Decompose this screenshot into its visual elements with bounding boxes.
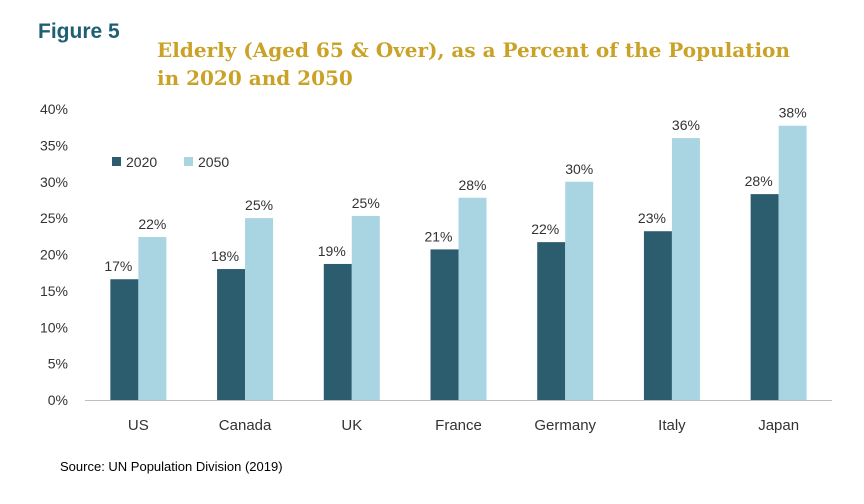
chart-legend: 2020 2050 <box>112 154 229 170</box>
bar-2050-uk <box>351 215 380 400</box>
figure-label: Figure 5 <box>38 20 120 43</box>
data-label: 19% <box>318 243 346 259</box>
bar-2050-us <box>138 237 167 400</box>
data-label: 17% <box>104 258 132 274</box>
bar-2020-uk <box>323 263 352 400</box>
legend-swatch-2020 <box>112 157 121 166</box>
data-label: 30% <box>565 161 593 177</box>
data-label: 28% <box>745 173 773 189</box>
x-tick-label: Germany <box>534 417 596 434</box>
data-label: 22% <box>138 216 166 232</box>
bar-2020-us <box>110 279 139 400</box>
data-label: 36% <box>672 117 700 133</box>
source-note: Source: UN Population Division (2019) <box>60 459 283 474</box>
y-tick-label: 30% <box>40 174 68 190</box>
bar-2020-canada <box>217 269 246 400</box>
y-tick-label: 35% <box>40 137 68 153</box>
data-label: 28% <box>458 177 486 193</box>
bar-2050-germany <box>565 181 594 400</box>
x-tick-label: France <box>435 417 482 434</box>
x-tick-label: Canada <box>219 417 272 434</box>
data-label: 25% <box>245 197 273 213</box>
x-tick-label: UK <box>341 417 362 434</box>
data-label: 25% <box>352 195 380 211</box>
legend-label: 2050 <box>198 154 229 170</box>
y-tick-label: 5% <box>48 356 68 372</box>
y-tick-label: 40% <box>40 101 68 117</box>
x-axis: US Canada UK France Germany Italy Japan <box>85 400 832 434</box>
legend-swatch-2050 <box>184 157 193 166</box>
bar-2050-canada <box>245 218 274 400</box>
chart-title-line-1: Elderly (Aged 65 & Over), as a Percent o… <box>157 38 790 62</box>
bar-series: 17% 22% 18% 25% 19% 25% 21% 28% 22% 30% 23% 36% 28% 3… <box>104 105 807 401</box>
bar-2050-italy <box>671 138 700 400</box>
bar-2050-japan <box>778 125 807 401</box>
bar-2020-france <box>430 249 459 400</box>
x-tick-label: Italy <box>658 417 686 434</box>
chart-title: Elderly (Aged 65 & Over), as a Percent o… <box>157 36 817 92</box>
bar-2020-italy <box>643 231 672 400</box>
y-axis: 0% 5% 10% 15% 20% 25% 30% 35% 40% <box>40 101 68 408</box>
x-tick-label: Japan <box>758 417 799 434</box>
data-label: 22% <box>531 221 559 237</box>
bar-2020-japan <box>750 194 779 400</box>
x-tick-label: US <box>128 417 149 434</box>
data-label: 18% <box>211 248 239 264</box>
bar-2050-france <box>458 197 487 400</box>
y-tick-label: 25% <box>40 210 68 226</box>
y-tick-label: 20% <box>40 247 68 263</box>
y-tick-label: 10% <box>40 319 68 335</box>
data-label: 21% <box>424 228 452 244</box>
chart-title-line-2: in 2020 and 2050 <box>157 66 353 90</box>
y-tick-label: 0% <box>48 392 68 408</box>
bar-2020-germany <box>537 242 566 400</box>
y-tick-label: 15% <box>40 283 68 299</box>
legend-label: 2020 <box>126 154 157 170</box>
data-label: 38% <box>779 105 807 121</box>
data-label: 23% <box>638 210 666 226</box>
